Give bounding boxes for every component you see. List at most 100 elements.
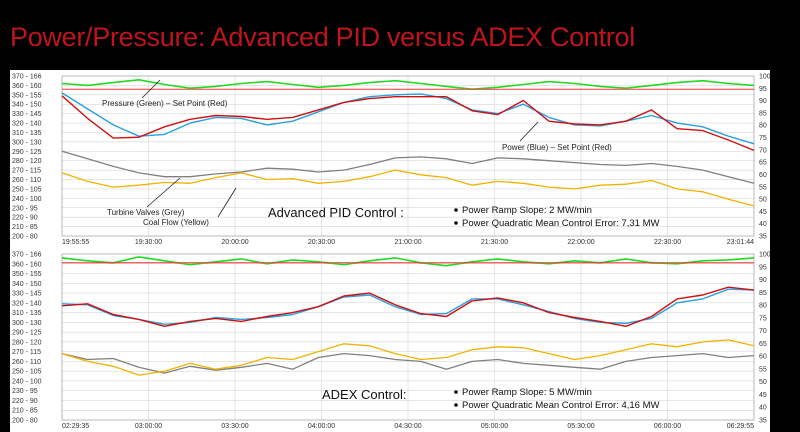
chart-adex: 370 - 166 360 - 160 350 - 155 340 - 150 330 … bbox=[12, 252, 770, 431]
y-left-tick-label: 200 - 80 bbox=[12, 234, 38, 241]
y-right-tick-label: 65 bbox=[759, 160, 767, 167]
turbine-valves-line bbox=[61, 352, 755, 374]
y-right-tick-label: 85 bbox=[759, 290, 767, 297]
y-right-tick-label: 65 bbox=[759, 341, 767, 348]
x-tick-label: 19:30:00 bbox=[135, 239, 162, 246]
power-line bbox=[61, 92, 755, 145]
y-left-tick-label: 310 - 135 bbox=[12, 310, 42, 317]
y-right-tick-label: 95 bbox=[759, 264, 767, 271]
y-right-tick-label: 35 bbox=[759, 234, 767, 241]
y-left-tick-label: 250 - 105 bbox=[12, 369, 42, 376]
y-right-tick-label: 40 bbox=[759, 221, 767, 228]
y-right-tick-label: 90 bbox=[759, 277, 767, 284]
power-setpoint-line bbox=[61, 95, 755, 152]
y-left-tick-label: 340 - 150 bbox=[12, 102, 42, 109]
metric-bullet bbox=[454, 403, 458, 407]
y-left-tick-label: 360 - 160 bbox=[12, 261, 42, 268]
x-tick-label: 21:00:00 bbox=[394, 239, 421, 246]
y-left-tick-label: 340 - 150 bbox=[12, 281, 42, 288]
y-left-tick-label: 220 - 90 bbox=[12, 215, 38, 222]
chart-panel-advanced-pid: 370 - 166 360 - 160 350 - 155 340 - 150 330 … bbox=[10, 70, 770, 248]
x-tick-label: 03:30:00 bbox=[221, 423, 248, 430]
x-tick-label: 04:30:00 bbox=[394, 423, 421, 430]
y-left-tick-label: 200 - 80 bbox=[12, 418, 38, 425]
y-right-tick-label: 75 bbox=[759, 135, 767, 142]
y-right-tick-label: 40 bbox=[759, 405, 767, 412]
y-left-tick-label: 290 - 125 bbox=[12, 149, 42, 156]
y-left-tick-label: 350 - 155 bbox=[12, 92, 42, 99]
slide-title: Power/Pressure: Advanced PID versus ADEX… bbox=[10, 22, 635, 52]
y-right-tick-label: 70 bbox=[759, 328, 767, 335]
y-right-tick-label: 35 bbox=[759, 418, 767, 425]
y-left-tick-label: 260 - 110 bbox=[12, 177, 41, 184]
y-right-tick-label: 60 bbox=[759, 172, 767, 179]
y-left-tick-label: 320 - 140 bbox=[12, 300, 42, 307]
metric-text: Power Quadratic Mean Control Error: 4,16… bbox=[462, 400, 659, 411]
y-left-tick-label: 310 - 135 bbox=[12, 130, 42, 137]
y-left-tick-label: 290 - 125 bbox=[12, 330, 42, 337]
y-left-tick-label: 330 - 145 bbox=[12, 291, 42, 298]
chart-panel-adex: 370 - 166 360 - 160 350 - 155 340 - 150 330 … bbox=[10, 248, 770, 432]
x-tick-label: 21:30:00 bbox=[481, 239, 508, 246]
metric-text: Power Ramp Slope: 2 MW/min bbox=[462, 205, 592, 216]
y-right-tick-label: 75 bbox=[759, 315, 767, 322]
method-title: ADEX Control: bbox=[322, 387, 407, 402]
y-left-tick-label: 220 - 90 bbox=[12, 398, 38, 405]
y-left-tick-label: 260 - 110 bbox=[12, 359, 41, 366]
series-annotation: Power (Blue) – Set Point (Red) bbox=[502, 143, 612, 152]
y-left-tick-label: 280 - 120 bbox=[12, 339, 42, 346]
metric-bullet bbox=[454, 390, 458, 394]
x-tick-label: 20:30:00 bbox=[308, 239, 335, 246]
y-right-tick-label: 95 bbox=[759, 86, 767, 93]
y-left-tick-label: 230 - 95 bbox=[12, 205, 38, 212]
turbine-valves-line bbox=[61, 150, 755, 184]
annotation-pointer bbox=[519, 121, 539, 142]
y-left-tick-label: 270 - 115 bbox=[12, 349, 41, 356]
y-right-tick-label: 55 bbox=[759, 366, 767, 373]
x-tick-label: 06:29:55 bbox=[727, 423, 754, 430]
y-left-tick-label: 240 - 100 bbox=[12, 196, 42, 203]
plot-frame bbox=[61, 253, 755, 421]
y-right-tick-label: 100 bbox=[759, 74, 770, 81]
x-tick-label: 23:01:44 bbox=[727, 239, 754, 246]
x-tick-label: 06:00:00 bbox=[654, 423, 681, 430]
x-tick-label: 02:29:35 bbox=[62, 423, 89, 430]
y-right-tick-label: 80 bbox=[759, 303, 767, 310]
y-left-tick-label: 300 - 130 bbox=[12, 139, 42, 146]
annotation-pointer bbox=[146, 177, 181, 208]
x-tick-label: 20:00:00 bbox=[221, 239, 248, 246]
annotation-pointer bbox=[217, 187, 237, 218]
x-tick-label: 22:30:00 bbox=[654, 239, 681, 246]
series-annotation: Coal Flow (Yellow) bbox=[143, 218, 209, 227]
x-tick-label: 03:00:00 bbox=[135, 423, 162, 430]
method-title: Advanced PID Control : bbox=[268, 205, 404, 220]
y-left-tick-label: 360 - 160 bbox=[12, 83, 42, 90]
y-left-tick-label: 210 - 85 bbox=[12, 408, 38, 415]
x-tick-label: 05:00:00 bbox=[481, 423, 508, 430]
plot-frame bbox=[61, 75, 755, 237]
x-tick-label: 22:00:00 bbox=[567, 239, 594, 246]
y-right-tick-label: 60 bbox=[759, 354, 767, 361]
y-right-tick-label: 85 bbox=[759, 110, 767, 117]
y-left-tick-label: 330 - 145 bbox=[12, 111, 42, 118]
y-left-tick-label: 350 - 155 bbox=[12, 271, 42, 278]
y-left-tick-label: 240 - 100 bbox=[12, 378, 42, 385]
series-annotation: Pressure (Green) – Set Point (Red) bbox=[102, 99, 228, 108]
y-right-tick-label: 100 bbox=[759, 252, 770, 259]
y-left-tick-label: 280 - 120 bbox=[12, 158, 42, 165]
metric-bullet bbox=[454, 208, 458, 212]
coal-flow-line bbox=[61, 339, 755, 376]
y-left-tick-label: 210 - 85 bbox=[12, 224, 38, 231]
y-left-tick-label: 270 - 115 bbox=[12, 168, 41, 175]
metric-text: Power Ramp Slope: 5 MW/min bbox=[462, 387, 592, 398]
y-right-tick-label: 55 bbox=[759, 184, 767, 191]
pressure-line bbox=[61, 79, 755, 91]
y-left-tick-label: 300 - 130 bbox=[12, 320, 42, 327]
y-right-tick-label: 50 bbox=[759, 379, 767, 386]
annotation-pointer bbox=[141, 79, 161, 99]
metric-text: Power Quadratic Mean Control Error: 7,31… bbox=[462, 218, 659, 229]
y-right-tick-label: 50 bbox=[759, 197, 767, 204]
chart-advanced-pid: 370 - 166 360 - 160 350 - 155 340 - 150 330 … bbox=[12, 74, 770, 247]
y-left-tick-label: 320 - 140 bbox=[12, 121, 42, 128]
y-left-tick-label: 230 - 95 bbox=[12, 388, 38, 395]
